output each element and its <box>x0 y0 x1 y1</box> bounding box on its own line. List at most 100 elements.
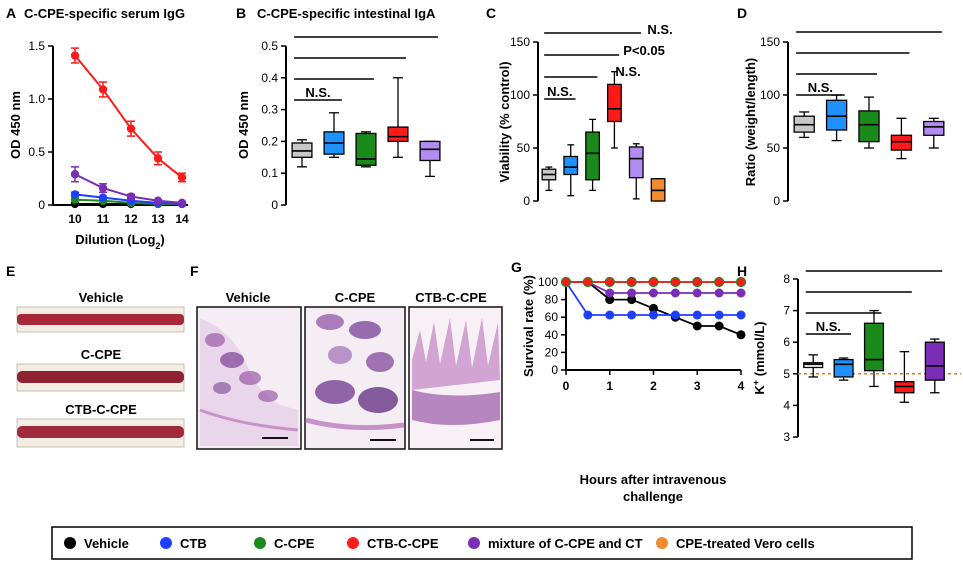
data-point <box>692 276 703 288</box>
data-point <box>670 288 680 298</box>
data-point <box>692 288 702 298</box>
x-tick-label: 14 <box>175 212 189 226</box>
panel-letter-c: C <box>486 5 496 21</box>
data-point <box>582 276 593 288</box>
y-tick-label: 4 <box>783 398 790 412</box>
data-point <box>583 310 593 320</box>
data-point <box>714 276 725 288</box>
y-axis-label: OD 450 nm <box>8 91 23 159</box>
y-axis-label: Viability (% control) <box>497 61 512 182</box>
box-mixture <box>924 341 945 381</box>
legend-marker-cpe-treated-vero-cells <box>656 537 668 549</box>
significance-label: N.S. <box>305 85 330 100</box>
y-tick-label: 0 <box>271 198 278 212</box>
legend-label-c-cpe: C-CPE <box>274 536 315 551</box>
data-point <box>649 310 658 320</box>
legend-items: Vehicle CTB C-CPE CTB-C-CPE mixture of C-CPE… <box>64 536 815 551</box>
panel-letter-a: A <box>6 5 16 21</box>
photo-e-label-ctb-ccpe: CTB-C-CPE <box>65 402 137 417</box>
y-tick-label: 100 <box>510 88 530 102</box>
y-tick-label: 50 <box>517 141 531 155</box>
chart-b-title: C-CPE-specific intestinal IgA <box>257 6 436 21</box>
data-point <box>627 295 637 305</box>
panel-letter-e: E <box>6 263 15 279</box>
photo-f-label-vehicle: Vehicle <box>226 290 271 305</box>
legend-label-vehicle: Vehicle <box>84 536 129 551</box>
x-tick-label: 13 <box>151 212 165 226</box>
data-point <box>70 51 80 60</box>
box-mixture <box>628 146 644 179</box>
histology-vehicle-tissue <box>199 318 299 446</box>
chart-a-serum-igg: C-CPE-specific serum IgG 0 0.5 1.0 1.5 10 11 12… <box>8 6 189 251</box>
data-point <box>736 330 746 340</box>
data-point <box>560 276 572 288</box>
y-tick-label: 0 <box>551 363 558 377</box>
y-tick-label: 80 <box>545 293 559 307</box>
photo-e-ctb-ccpe-intestine <box>17 426 184 438</box>
y-tick-label: 50 <box>767 141 781 155</box>
significance-label: N.S. <box>647 22 672 37</box>
y-tick-label: 0.2 <box>261 134 278 148</box>
y-tick-label: 150 <box>760 35 780 49</box>
y-tick-label: 6 <box>783 335 790 349</box>
data-point <box>98 193 108 202</box>
box-c-cpe <box>585 131 601 181</box>
data-point <box>670 310 680 320</box>
y-axis-label: K+ (mmol/L) <box>751 321 767 394</box>
significance-label: N.S. <box>816 319 841 334</box>
x-tick-label: 12 <box>124 212 138 226</box>
chart-a-title: C-CPE-specific serum IgG <box>24 6 185 21</box>
y-tick-label: 100 <box>760 88 780 102</box>
data-point <box>692 310 702 320</box>
y-tick-label: 40 <box>545 328 559 342</box>
x-tick-label: 11 <box>97 212 110 226</box>
data-point <box>605 295 615 305</box>
panel-e-intestine-photos: Vehicle C-CPE CTB-C-CPE <box>16 290 185 448</box>
legend-marker-mixture-of-c-cpe-and-ct <box>468 537 480 549</box>
x-tick-label: 10 <box>68 212 82 226</box>
box-ctb <box>825 99 848 131</box>
y-tick-label: 3 <box>783 430 790 444</box>
series-line-ctb-c-cpe <box>74 54 183 179</box>
box-ctb-c-cpe <box>387 126 409 143</box>
x-tick-label: 0 <box>563 379 570 393</box>
panel-f-histology: Vehicle C-CPE CTB-C-CPE <box>196 290 503 450</box>
legend-label-cpe-treated-vero-cells: CPE-treated Vero cells <box>676 536 815 551</box>
panel-letter-g: G <box>511 259 522 275</box>
panel-letter-f: F <box>190 263 199 279</box>
histology-ccpe-tissue <box>305 314 405 441</box>
y-tick-label: 1.5 <box>28 39 45 53</box>
panel-letter-h: H <box>737 263 747 279</box>
panel-letter-d: D <box>737 5 747 21</box>
legend: Vehicle CTB C-CPE CTB-C-CPE mixture of C-CPE… <box>51 526 913 560</box>
y-axis-label: Survival rate (%) <box>521 275 536 377</box>
x-tick-label: 4 <box>738 379 745 393</box>
legend-marker-ctb-c-cpe <box>347 537 359 549</box>
data-point <box>626 276 637 288</box>
y-tick-label: 150 <box>510 35 530 49</box>
y-tick-label: 60 <box>545 310 559 324</box>
x-axis-label: Dilution (Log2) <box>75 232 165 251</box>
data-point <box>70 190 80 199</box>
box-c-cpe <box>858 110 880 143</box>
box-ctb <box>833 358 854 378</box>
y-tick-label: 7 <box>783 304 790 318</box>
panel-letter-b: B <box>236 5 246 21</box>
y-tick-label: 0.3 <box>261 103 278 117</box>
data-point <box>648 276 659 288</box>
data-point <box>153 154 163 163</box>
data-point <box>736 310 746 320</box>
y-tick-label: 1.0 <box>28 92 45 106</box>
data-point <box>670 276 681 288</box>
y-tick-label: 20 <box>545 345 559 359</box>
legend-label-ctb: CTB <box>180 536 207 551</box>
data-point <box>627 310 637 320</box>
legend-marker-c-cpe <box>254 537 266 549</box>
legend-frame <box>51 526 913 560</box>
box-ctb-c-cpe <box>606 83 622 123</box>
data-point <box>604 276 615 288</box>
photo-f-label-ccpe: C-CPE <box>335 290 376 305</box>
